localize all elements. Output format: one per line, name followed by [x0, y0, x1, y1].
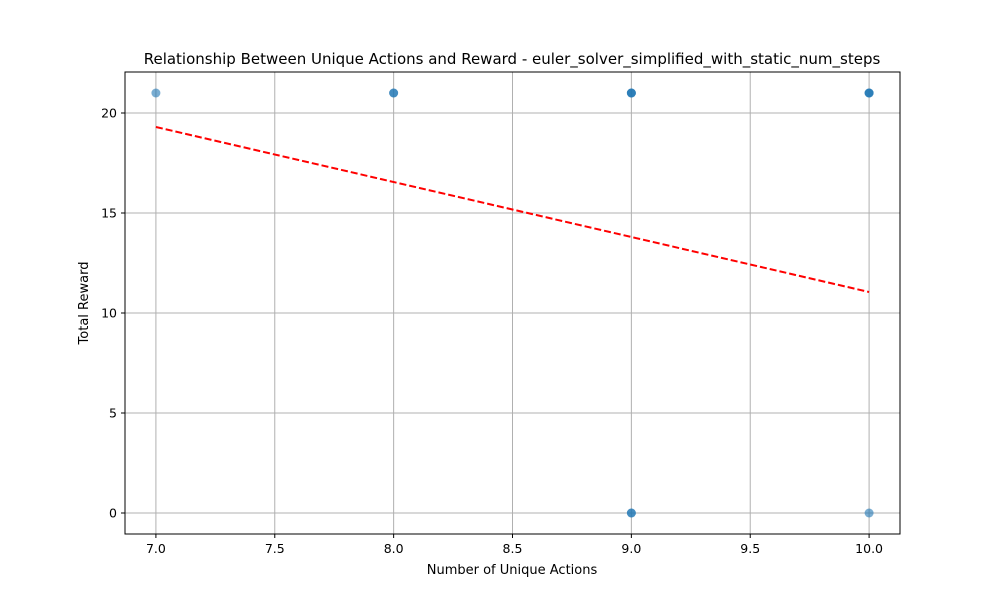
y-tick-label: 10 — [101, 306, 117, 321]
y-axis-ticks: 0 5 10 15 20 — [101, 106, 125, 521]
y-tick-label: 0 — [109, 506, 117, 521]
x-tick-label: 7.5 — [265, 541, 285, 556]
x-tick-label: 10.0 — [855, 541, 883, 556]
data-point — [151, 88, 161, 98]
x-axis-label: Number of Unique Actions — [427, 563, 598, 578]
x-axis-ticks: 7.0 7.5 8.0 8.5 9.0 9.5 10.0 — [146, 534, 883, 556]
trendline — [155, 126, 870, 293]
x-tick-label: 8.5 — [503, 541, 523, 556]
trendline-group — [155, 126, 870, 293]
y-tick-label: 15 — [101, 206, 117, 221]
data-point — [864, 88, 874, 98]
x-tick-label: 9.0 — [621, 541, 641, 556]
y-axis-label: Total Reward — [77, 262, 92, 346]
x-tick-label: 9.5 — [740, 541, 760, 556]
grid-lines — [125, 72, 900, 534]
data-point — [626, 88, 636, 98]
y-tick-label: 5 — [109, 406, 117, 421]
data-points — [151, 88, 874, 518]
x-tick-label: 8.0 — [384, 541, 404, 556]
data-point — [864, 508, 874, 518]
data-point — [626, 508, 636, 518]
y-tick-label: 20 — [101, 106, 117, 121]
x-tick-label: 7.0 — [146, 541, 166, 556]
data-point — [389, 88, 399, 98]
chart-title: Relationship Between Unique Actions and … — [144, 50, 881, 69]
